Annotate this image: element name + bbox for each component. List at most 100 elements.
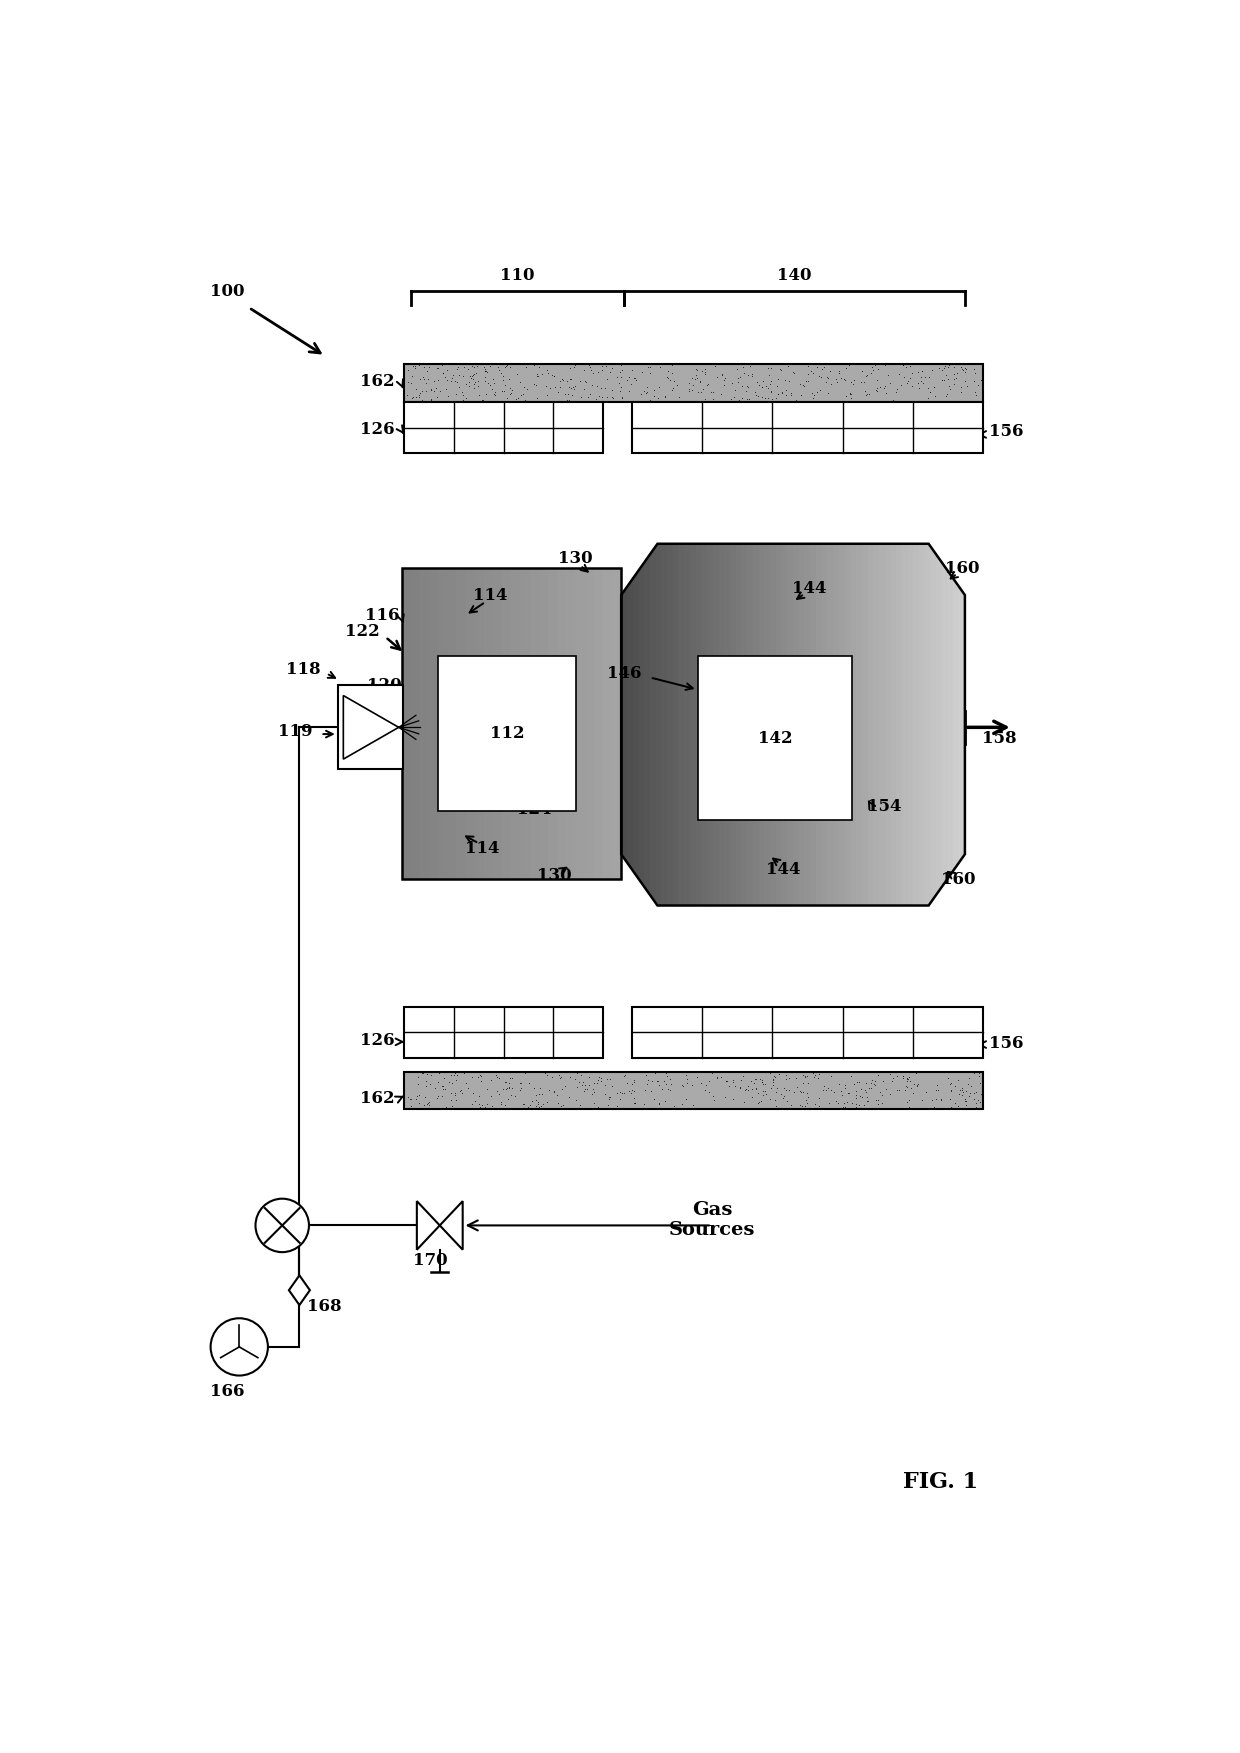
Bar (337, 685, 403, 770)
Polygon shape (718, 543, 724, 906)
Text: 144: 144 (792, 580, 827, 596)
Bar (404, 365, 983, 401)
Text: 162: 162 (361, 1090, 394, 1108)
Polygon shape (947, 543, 954, 906)
Bar (575, 568, 584, 878)
Polygon shape (914, 543, 919, 906)
Text: 156: 156 (988, 1034, 1023, 1052)
Polygon shape (890, 543, 897, 906)
Bar (438, 568, 448, 878)
Text: FIG. 1: FIG. 1 (904, 1471, 978, 1494)
Bar (539, 568, 548, 878)
Bar (429, 568, 438, 878)
Bar (613, 568, 621, 878)
Polygon shape (862, 543, 868, 906)
Polygon shape (930, 543, 936, 906)
Text: 146: 146 (606, 664, 641, 682)
Polygon shape (794, 543, 799, 906)
Polygon shape (942, 543, 947, 906)
Bar (438, 656, 577, 812)
Polygon shape (627, 543, 632, 906)
Polygon shape (650, 543, 656, 906)
Polygon shape (833, 543, 839, 906)
Polygon shape (661, 543, 667, 906)
Polygon shape (897, 543, 901, 906)
Text: 154: 154 (867, 798, 901, 815)
Text: 160: 160 (941, 871, 976, 889)
Text: 114: 114 (465, 840, 500, 857)
Polygon shape (776, 543, 781, 906)
Text: 170: 170 (413, 1252, 448, 1269)
Polygon shape (753, 543, 759, 906)
Bar (603, 568, 613, 878)
Text: 120: 120 (367, 677, 402, 694)
Polygon shape (919, 543, 925, 906)
Polygon shape (742, 543, 748, 906)
Text: 124: 124 (517, 801, 552, 819)
Text: 118: 118 (285, 661, 320, 678)
Bar (631, 401, 983, 454)
Polygon shape (856, 543, 862, 906)
Polygon shape (781, 543, 787, 906)
Polygon shape (621, 543, 627, 906)
Circle shape (255, 1199, 309, 1252)
Text: 130: 130 (558, 550, 593, 568)
Polygon shape (954, 543, 960, 906)
Bar (404, 1071, 983, 1110)
Polygon shape (764, 543, 770, 906)
Polygon shape (879, 543, 884, 906)
Bar (404, 1006, 603, 1059)
Polygon shape (810, 543, 816, 906)
Text: 116: 116 (365, 607, 399, 624)
Bar (584, 568, 594, 878)
Text: 112: 112 (490, 726, 525, 742)
Polygon shape (901, 543, 908, 906)
Text: 130: 130 (537, 868, 572, 884)
Text: Gas
Sources: Gas Sources (668, 1201, 755, 1239)
Bar (448, 568, 456, 878)
Bar (494, 568, 502, 878)
Bar (402, 568, 621, 878)
Polygon shape (884, 543, 890, 906)
Bar (466, 568, 475, 878)
Polygon shape (925, 543, 930, 906)
Text: 166: 166 (210, 1383, 244, 1401)
Text: 156: 156 (988, 422, 1023, 440)
Polygon shape (844, 543, 851, 906)
Bar (404, 401, 603, 454)
Text: 122: 122 (345, 622, 379, 640)
Bar (594, 568, 603, 878)
Text: 144: 144 (766, 861, 801, 878)
Polygon shape (678, 543, 684, 906)
Polygon shape (748, 543, 753, 906)
Polygon shape (289, 1276, 310, 1304)
Text: 168: 168 (308, 1297, 342, 1315)
Text: 164: 164 (267, 1227, 300, 1245)
Bar (402, 568, 410, 878)
Bar (548, 568, 557, 878)
Bar (631, 1006, 983, 1059)
Polygon shape (960, 543, 965, 906)
Polygon shape (805, 543, 810, 906)
Polygon shape (787, 543, 794, 906)
Bar (475, 568, 484, 878)
Bar (557, 568, 567, 878)
Bar (521, 568, 529, 878)
Bar (420, 568, 429, 878)
Bar (410, 568, 420, 878)
Polygon shape (713, 543, 718, 906)
Polygon shape (440, 1201, 463, 1250)
Text: 119: 119 (278, 722, 312, 740)
Text: 142: 142 (758, 729, 792, 747)
Text: 162: 162 (361, 373, 394, 391)
Polygon shape (724, 543, 730, 906)
Polygon shape (799, 543, 805, 906)
Polygon shape (689, 543, 696, 906)
Text: 160: 160 (945, 559, 980, 577)
Polygon shape (673, 543, 678, 906)
Bar (456, 568, 466, 878)
Text: 140: 140 (777, 266, 812, 284)
Polygon shape (816, 543, 822, 906)
Polygon shape (656, 543, 661, 906)
Text: 110: 110 (500, 266, 534, 284)
